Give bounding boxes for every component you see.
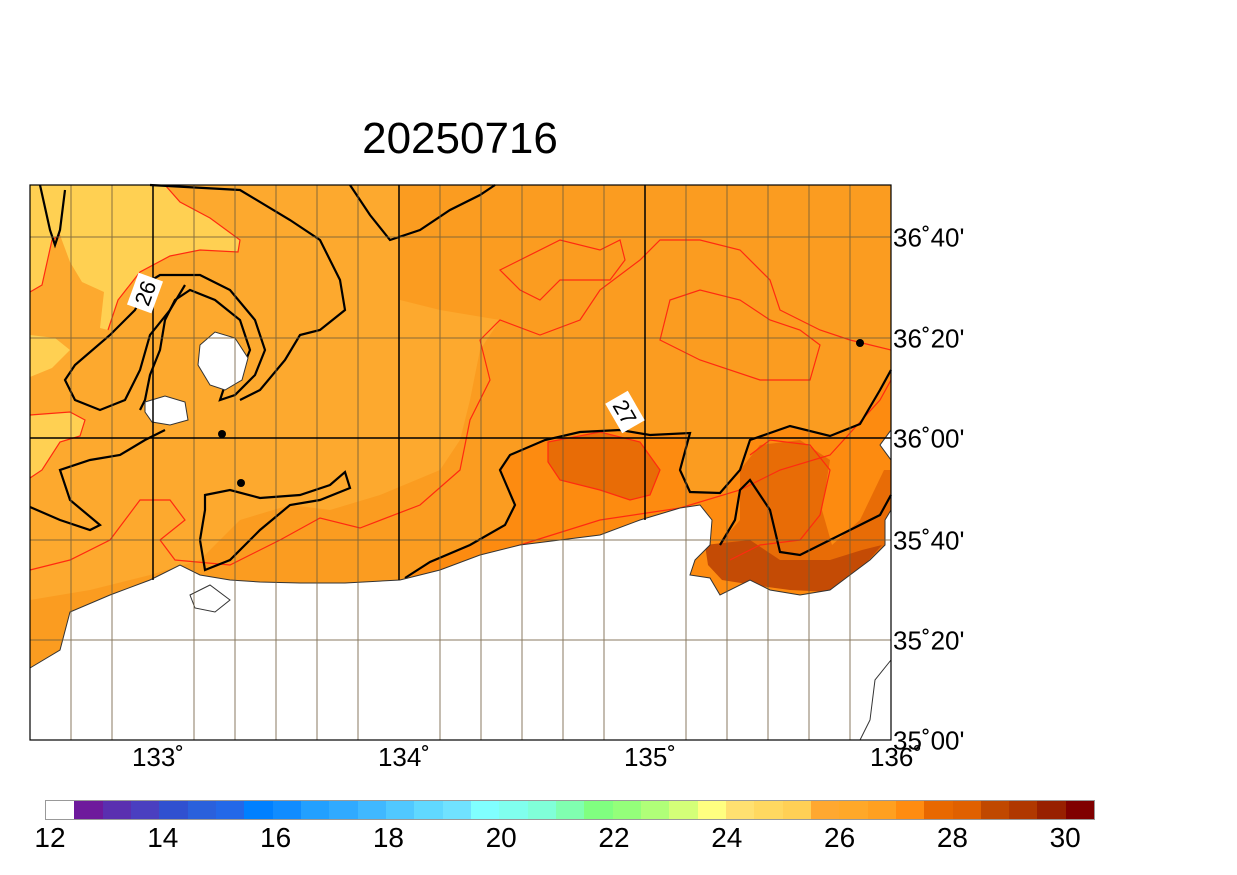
colorbar-swatch <box>669 801 698 819</box>
colorbar-swatch <box>810 801 840 819</box>
colorbar-swatch <box>244 801 273 819</box>
colorbar-swatch <box>102 801 131 819</box>
colorbar <box>45 800 1095 820</box>
colorbar-label: 20 <box>485 822 517 853</box>
colorbar-swatch <box>215 801 245 819</box>
lat-label: 35˚00' <box>893 725 965 756</box>
colorbar-swatch <box>272 801 301 819</box>
colorbar-swatch <box>839 801 868 819</box>
colorbar-swatch <box>130 801 160 819</box>
colorbar-label: 12 <box>34 822 66 853</box>
colorbar-swatch <box>867 801 896 819</box>
colorbar-swatch <box>470 801 500 819</box>
lon-label: 136˚ <box>869 742 923 772</box>
colorbar-label: 14 <box>147 822 179 853</box>
colorbar-swatch <box>527 801 556 819</box>
colorbar-swatch <box>952 801 981 819</box>
land-oki-dozen <box>144 395 189 426</box>
station-dot <box>218 430 226 438</box>
station-dot <box>856 339 864 347</box>
colorbar-swatch <box>385 801 415 819</box>
lat-label: 35˚40' <box>893 525 965 556</box>
lon-label: 134˚ <box>377 742 431 772</box>
colorbar-swatch <box>357 801 386 819</box>
colorbar-swatch <box>74 801 103 819</box>
colorbar-swatch <box>555 801 585 819</box>
colorbar-swatch <box>442 801 471 819</box>
lat-label: 36˚40' <box>893 222 965 253</box>
colorbar-swatch <box>725 801 755 819</box>
colorbar-swatch <box>46 801 75 819</box>
colorbar-swatch <box>1009 801 1038 819</box>
colorbar-swatch <box>697 801 726 819</box>
graticule <box>30 185 891 740</box>
colorbar-swatch <box>782 801 811 819</box>
colorbar-swatch <box>754 801 783 819</box>
sea-25.5-26-a <box>30 185 240 330</box>
colorbar-swatch <box>1037 801 1066 819</box>
colorbar-label: 24 <box>711 822 743 853</box>
colorbar-swatch <box>414 801 443 819</box>
lon-label: 135˚ <box>623 742 677 772</box>
map-title: 20250716 <box>362 114 558 163</box>
colorbar-swatch <box>187 801 216 819</box>
colorbar-swatch <box>329 801 358 819</box>
colorbar-label: 16 <box>260 822 292 853</box>
sea-28-28.5 <box>705 540 882 592</box>
colorbar-swatch <box>612 801 641 819</box>
land-mainland <box>29 504 892 741</box>
colorbar-swatch <box>895 801 925 819</box>
colorbar-label: 30 <box>1049 822 1081 853</box>
colorbar-label: 18 <box>372 822 404 853</box>
station-markers <box>218 339 864 487</box>
colorbar-swatch <box>980 801 1010 819</box>
lat-label: 36˚00' <box>893 423 965 454</box>
colorbar-label: 22 <box>598 822 630 853</box>
colorbar-swatch <box>1065 801 1095 819</box>
colorbar-swatch <box>159 801 188 819</box>
colorbar-swatch <box>924 801 953 819</box>
graticule-major <box>30 185 891 580</box>
sea-25.5-26-b <box>30 335 70 377</box>
colorbar-swatch <box>640 801 670 819</box>
colorbar-swatch <box>300 801 330 819</box>
map-frame <box>29 184 892 741</box>
colorbar-label: 26 <box>824 822 856 853</box>
colorbar-label: 28 <box>936 822 968 853</box>
colorbar-swatch <box>584 801 613 819</box>
lat-label: 36˚20' <box>893 323 965 354</box>
colorbar-swatch <box>499 801 528 819</box>
station-dot <box>237 479 245 487</box>
lon-label: 133˚ <box>131 742 185 772</box>
lat-label: 35˚20' <box>893 625 965 656</box>
